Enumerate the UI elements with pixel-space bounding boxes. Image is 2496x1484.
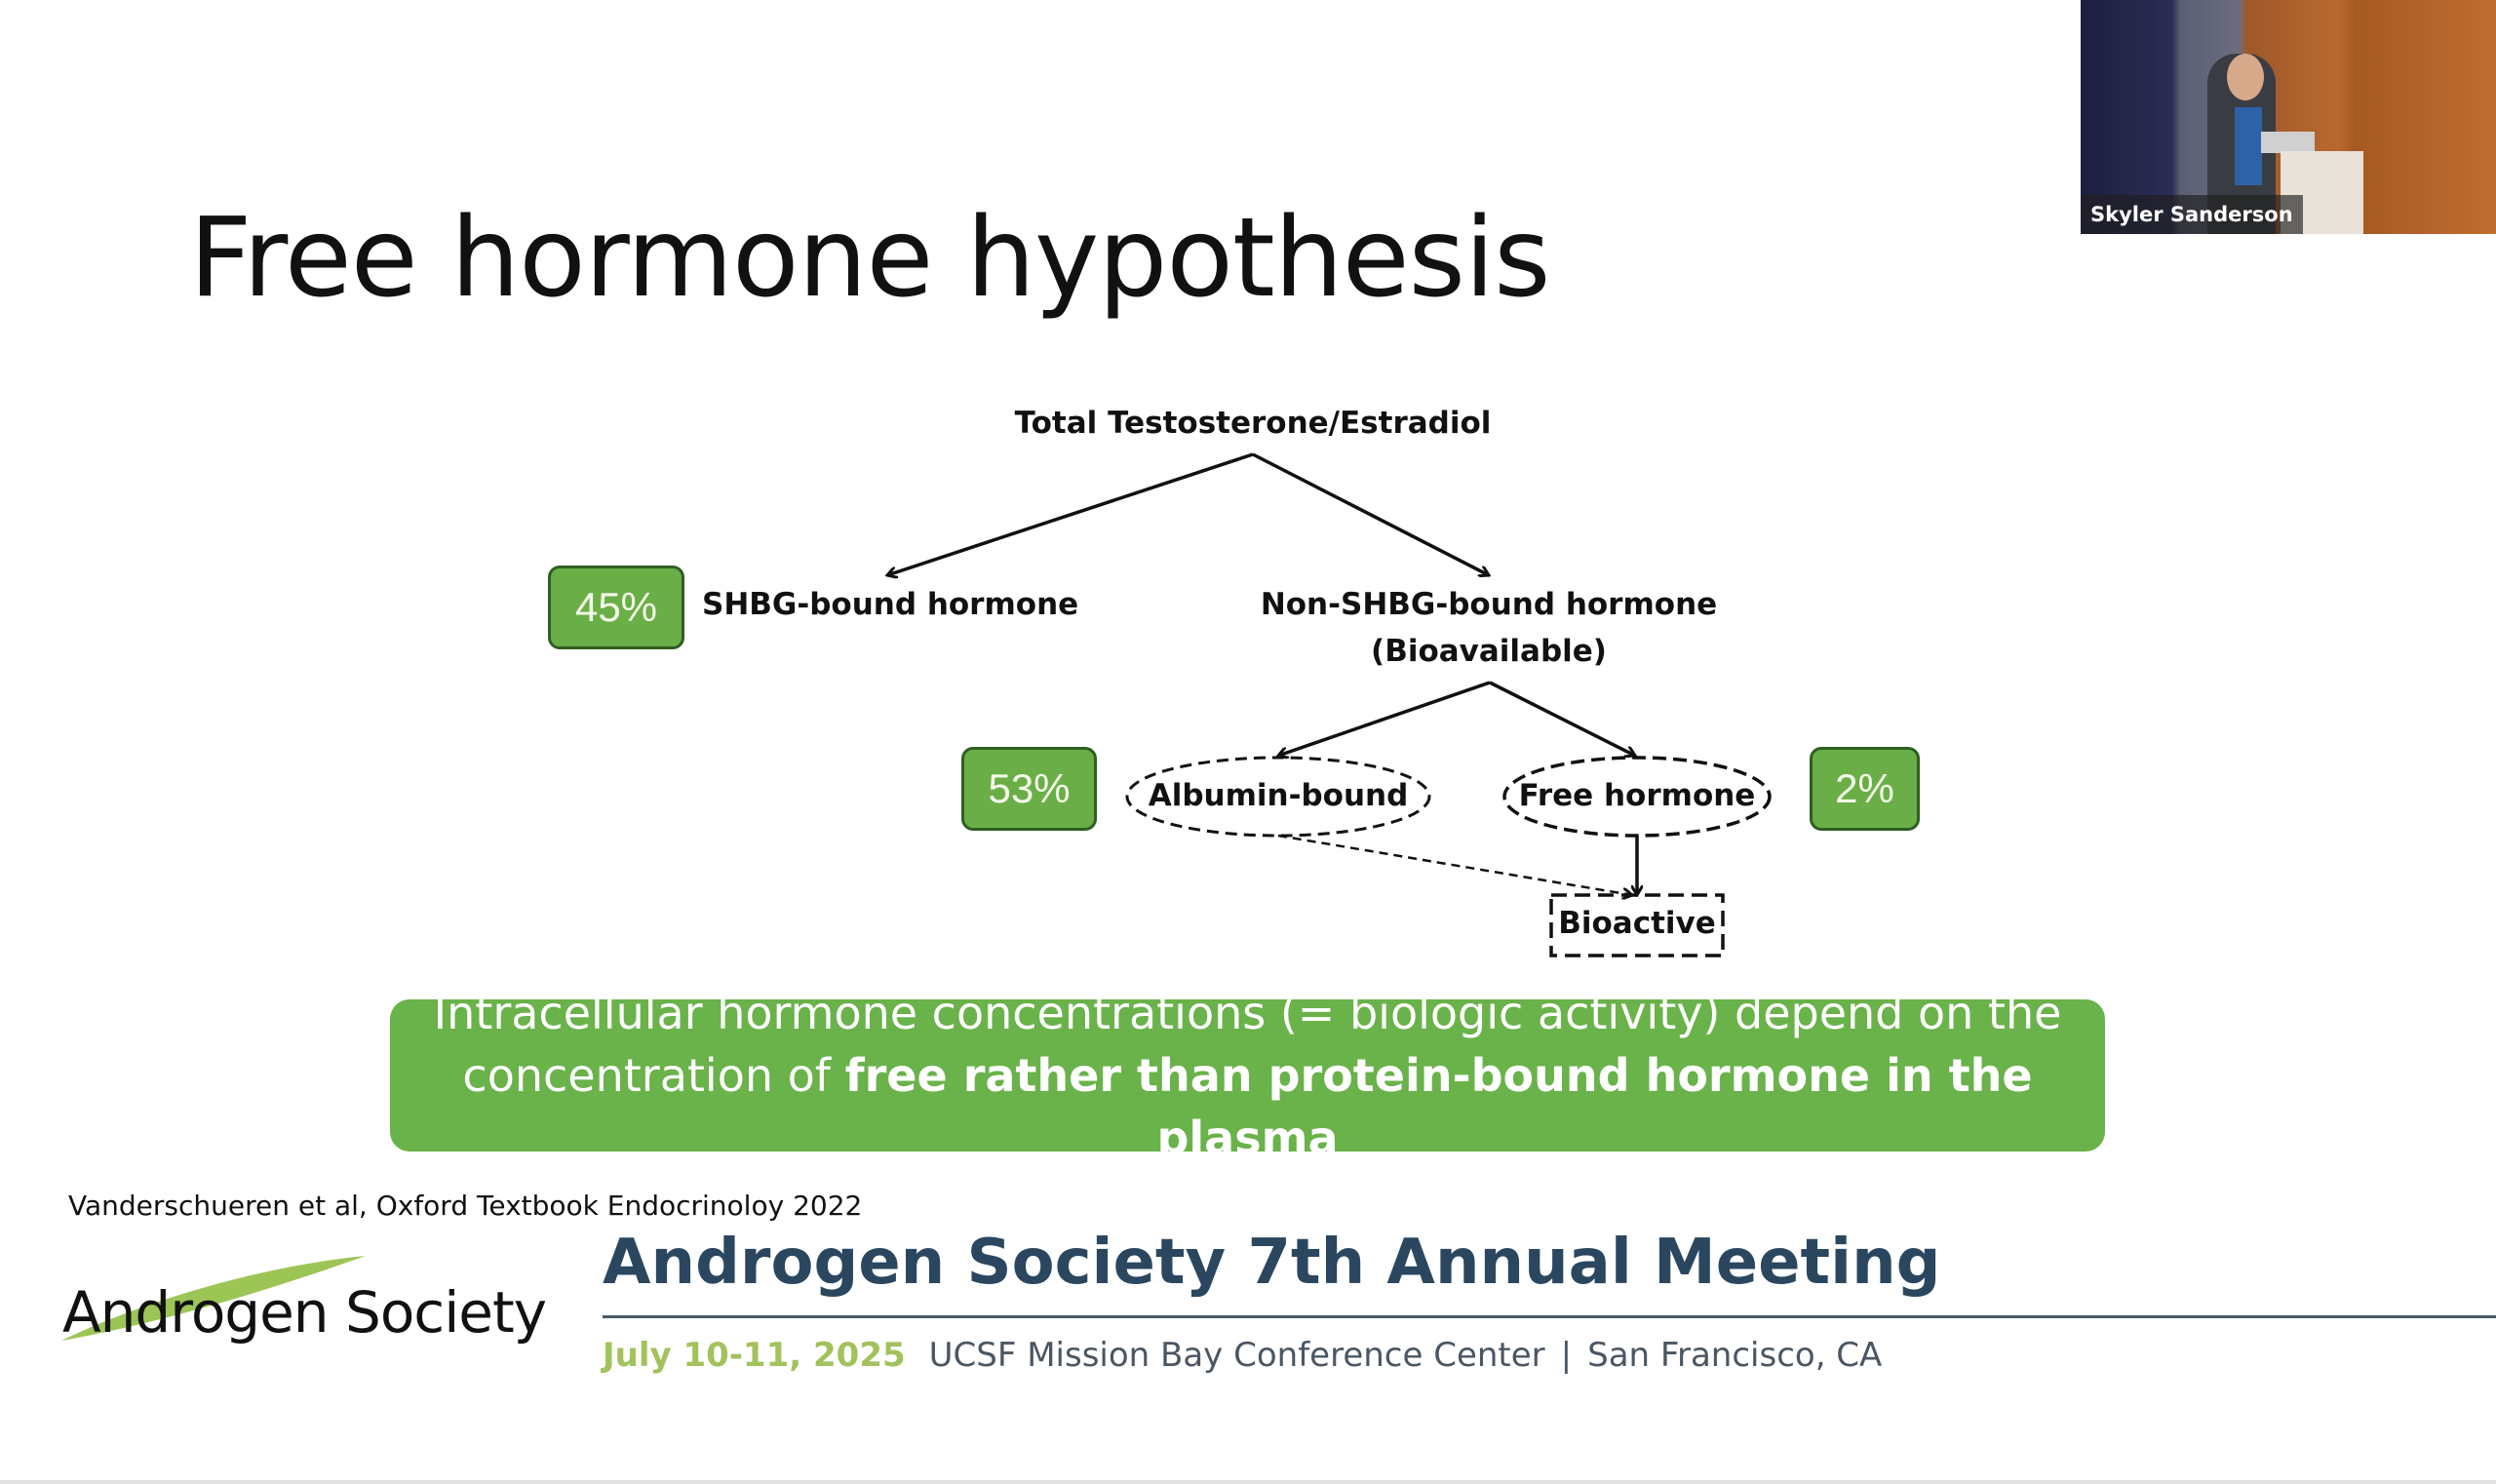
diagram-connectors: [0, 452, 1772, 957]
laptop: [2261, 132, 2315, 153]
banner-line-1: Intracellular hormone concentrations (= …: [433, 987, 2062, 1039]
meeting-title: Androgen Society 7th Annual Meeting: [603, 1227, 1941, 1299]
dashed-arrow-albumin-to-bioactive: [1277, 834, 1632, 895]
free-percent-box: 2%: [1810, 747, 1920, 831]
speaker-head: [2227, 54, 2264, 100]
arrow-to-albumin: [1278, 681, 1491, 756]
key-message-banner: Intracellular hormone concentrations (= …: [390, 987, 2105, 1164]
logo-text: Androgen Society: [62, 1279, 547, 1346]
footer-divider: [603, 1315, 2496, 1318]
arrow-to-non-shbg: [1252, 452, 1489, 575]
speaker-name-label: Skyler Sanderson: [2081, 195, 2303, 234]
meeting-details: July 10-11, 2025 UCSF Mission Bay Confere…: [603, 1336, 1882, 1375]
banner-line-2-bold: free rather than protein-bound hormone i…: [844, 1049, 2033, 1164]
bioavailable-label: (Bioavailable): [1371, 634, 1607, 669]
bioactive-label: Bioactive: [1558, 906, 1716, 941]
bioactive-box: [1549, 893, 1725, 957]
slide-title: Free hormone hypothesis: [189, 195, 1550, 322]
meeting-location: San Francisco, CA: [1587, 1336, 1883, 1375]
shbg-percent-box: 45%: [548, 566, 684, 649]
meeting-date: July 10-11, 2025: [603, 1336, 906, 1375]
meeting-venue: UCSF Mission Bay Conference Center: [928, 1336, 1545, 1375]
albumin-label: Albumin-bound: [1148, 778, 1409, 813]
free-hormone-label: Free hormone: [1518, 778, 1756, 813]
albumin-ellipse: [1125, 756, 1431, 838]
root-label: Total Testosterone/Estradiol: [1014, 406, 1492, 441]
speaker-shirt: [2235, 107, 2262, 185]
androgen-society-swoosh-icon: [61, 1256, 366, 1341]
non-shbg-label: Non-SHBG-bound hormone: [1260, 587, 1718, 622]
bottom-edge: [0, 1480, 2496, 1484]
speaker-video-tile[interactable]: Skyler Sanderson: [2081, 0, 2496, 234]
shbg-label: SHBG-bound hormone: [702, 587, 1079, 622]
banner-line-2: concentration of free rather than protei…: [390, 1044, 2105, 1169]
albumin-percent-box: 53%: [961, 747, 1097, 831]
arrow-to-shbg: [887, 452, 1254, 575]
arrow-to-free: [1489, 681, 1635, 756]
citation: Vanderschueren et al, Oxford Textbook En…: [68, 1190, 863, 1222]
separator: |: [1560, 1336, 1573, 1375]
banner-line-2-prefix: concentration of: [462, 1049, 845, 1102]
